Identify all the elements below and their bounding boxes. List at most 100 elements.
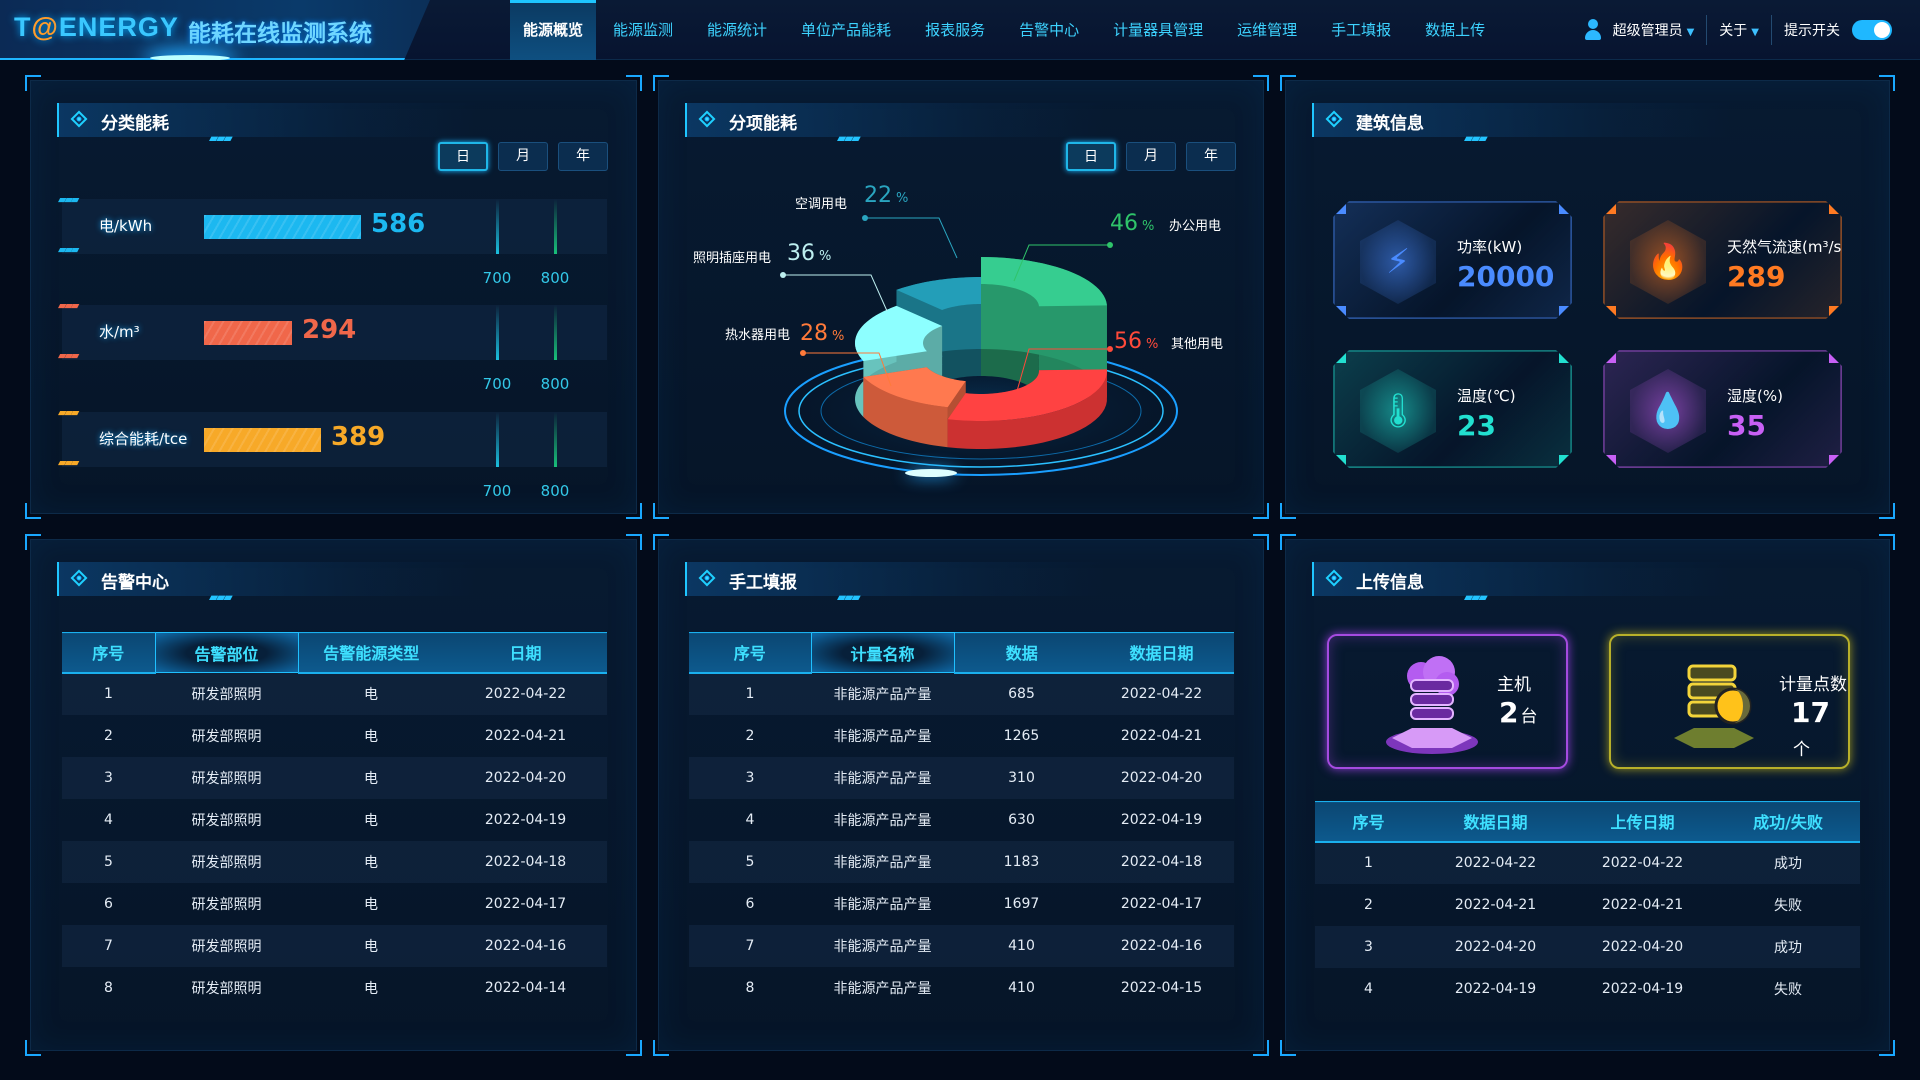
diamond-icon (70, 569, 88, 587)
table-cell: 2022-04-21 (1601, 896, 1684, 913)
nav-item[interactable]: 能源概览 (510, 0, 597, 60)
table-row[interactable]: 4 2022-04-19 2022-04-19 失败 (1315, 968, 1860, 1010)
table-row[interactable]: 4 非能源产品产量 630 2022-04-19 (689, 799, 1234, 841)
nav-item[interactable]: 手工填报 (1331, 21, 1392, 39)
period-button[interactable]: 月 (1126, 142, 1176, 171)
nav-item[interactable]: 报表服务 (925, 21, 986, 39)
column-header[interactable]: 序号 (62, 632, 155, 674)
column-header[interactable]: 数据 (954, 632, 1089, 674)
slice-label: 照明插座用电 (693, 251, 772, 266)
nav-item[interactable]: 能源统计 (707, 21, 768, 39)
column-header[interactable]: 序号 (689, 632, 811, 674)
stripe-decoration: ▰▰▰ (58, 456, 79, 469)
corner-accent (1559, 455, 1571, 467)
user-name: 超级管理员 (1612, 23, 1683, 39)
energy-bar-row: ▰▰▰ ▰▰▰ 水/m³ 294 (58, 299, 607, 362)
donut-slice-热水器用电 (863, 367, 966, 408)
period-button[interactable]: 日 (438, 142, 488, 171)
table-cell: 2022-04-15 (1120, 979, 1203, 996)
metric-value: 23 (1457, 409, 1496, 442)
table-row[interactable]: 3 非能源产品产量 310 2022-04-20 (689, 756, 1234, 799)
table-row[interactable]: 5 研发部照明电 2022-04-18 (62, 840, 607, 883)
nav-item[interactable]: 能源监测 (613, 21, 674, 39)
panel-corner-bracket (1280, 1040, 1296, 1056)
table-row[interactable]: 5 非能源产品产量 1183 2022-04-18 (689, 840, 1234, 883)
leader-line (1016, 348, 1110, 392)
tip-switch-toggle[interactable] (1852, 20, 1892, 40)
table-row[interactable]: 7 非能源产品产量 410 2022-04-16 (689, 924, 1234, 967)
table-cell: 410 (1008, 979, 1035, 996)
divider (1771, 15, 1772, 45)
period-button[interactable]: 年 (1186, 142, 1236, 171)
table-row[interactable]: 1 非能源产品产量 685 2022-04-22 (689, 672, 1234, 715)
table-row[interactable]: 3 2022-04-20 2022-04-20 成功 (1315, 925, 1860, 968)
stripe-decoration: ▰▰▰ (209, 131, 233, 145)
period-button[interactable]: 月 (498, 142, 548, 171)
logo: T@ENERGY 能耗在线监测系统 (0, 0, 430, 60)
nav-item[interactable]: 告警中心 (1019, 21, 1080, 39)
column-header[interactable]: 成功/失败 (1716, 801, 1860, 843)
table-row[interactable]: 7 研发部照明电 2022-04-16 (62, 924, 607, 967)
chevron-down-icon: ▼ (1686, 27, 1695, 38)
meter-points-value: 17个 (1791, 696, 1830, 760)
metric-label: 温度(℃) (1457, 387, 1516, 405)
donut-outer-wall (947, 369, 1107, 449)
table-header-row: 序号 计量名称 数据 数据日期 (689, 632, 1234, 674)
slice-label: 热水器用电 (725, 328, 791, 343)
table-cell: 685 (954, 672, 1089, 715)
user-menu[interactable]: 超级管理员 ▼ (1613, 20, 1695, 40)
platform-highlight (905, 469, 957, 477)
leader-dot (862, 215, 868, 221)
column-header[interactable]: 计量名称 (810, 632, 955, 673)
main-nav: 能源概览 能源监测 能源统计 单位产品能耗 报表服务 告警中心 计量器具管理 运维管理 手工填报… (510, 0, 1502, 60)
column-header[interactable]: 数据日期 (1422, 801, 1569, 843)
nav-item[interactable]: 单位产品能耗 (801, 21, 892, 39)
nav-item[interactable]: 计量器具管理 (1113, 21, 1204, 39)
corner-accent (1604, 351, 1616, 363)
about-menu[interactable]: 关于 ▼ (1719, 20, 1759, 40)
table-row[interactable]: 1 研发部照明电 2022-04-22 (62, 672, 607, 715)
period-button[interactable]: 日 (1066, 142, 1116, 171)
table-row[interactable]: 2 研发部照明 电 2022-04-21 (62, 715, 607, 757)
stripe-decoration: ▰▰▰ (837, 131, 861, 145)
table-row[interactable]: 8 研发部照明 电 2022-04-14 (62, 967, 607, 1009)
table-cell: 电 (298, 924, 444, 967)
column-header[interactable]: 告警部位 (154, 632, 299, 673)
host-label: 主机 (1497, 675, 1531, 695)
column-header[interactable]: 上传日期 (1569, 801, 1716, 843)
header-right: 超级管理员 ▼ 关于 ▼ 提示开关 (1584, 0, 1892, 60)
threshold-label: 700 (482, 375, 512, 393)
column-header[interactable]: 序号 (1315, 801, 1422, 843)
table-row[interactable]: 4 研发部照明 电 2022-04-19 (62, 799, 607, 841)
column-header[interactable]: 告警能源类型 (298, 632, 444, 674)
table-row[interactable]: 6 研发部照明 电 2022-04-17 (62, 883, 607, 925)
table-cell: 4 (104, 811, 113, 828)
table-cell: 3 (1315, 925, 1422, 968)
table-cell: 4 (745, 811, 755, 828)
slice-value: 46% (1110, 211, 1155, 236)
table-cell: 2022-04-18 (444, 840, 607, 883)
table-row[interactable]: 8 非能源产品产量 410 2022-04-15 (689, 967, 1234, 1009)
table-row[interactable]: 6 非能源产品产量 1697 2022-04-17 (689, 883, 1234, 925)
building-metric-card: 💧 湿度(%) 35 (1603, 350, 1842, 468)
table-cell: 2022-04-19 (484, 811, 567, 828)
table-row[interactable]: 2 非能源产品产量 1265 2022-04-21 (689, 715, 1234, 757)
donut-slice-空调用电 (896, 277, 981, 310)
nav-item[interactable]: 运维管理 (1237, 21, 1298, 39)
metric-value: 20000 (1457, 260, 1555, 293)
upload-table: 序号 数据日期 上传日期 成功/失败 1 2022-04-22 2022-04-22 成功 2 2… (1315, 801, 1860, 1010)
meter-points-card: 计量点数 17个 (1609, 634, 1850, 769)
panel-title-bar: 分类能耗 ▰▰▰ (57, 103, 477, 145)
column-header[interactable]: 日期 (444, 632, 607, 674)
table-cell: 2022-04-22 (1569, 841, 1716, 884)
table-row[interactable]: 1 2022-04-22 2022-04-22 成功 (1315, 841, 1860, 884)
panel-corner-bracket (1879, 534, 1895, 550)
table-row[interactable]: 2 2022-04-21 2022-04-21 失败 (1315, 884, 1860, 926)
table-cell: 2022-04-20 (444, 756, 607, 799)
period-button[interactable]: 年 (558, 142, 608, 171)
column-header[interactable]: 数据日期 (1089, 632, 1234, 674)
nav-item[interactable]: 数据上传 (1425, 21, 1486, 39)
slice-label: 空调用电 (795, 197, 848, 212)
table-row[interactable]: 3 研发部照明电 2022-04-20 (62, 756, 607, 799)
table-cell: 5 (689, 840, 811, 883)
